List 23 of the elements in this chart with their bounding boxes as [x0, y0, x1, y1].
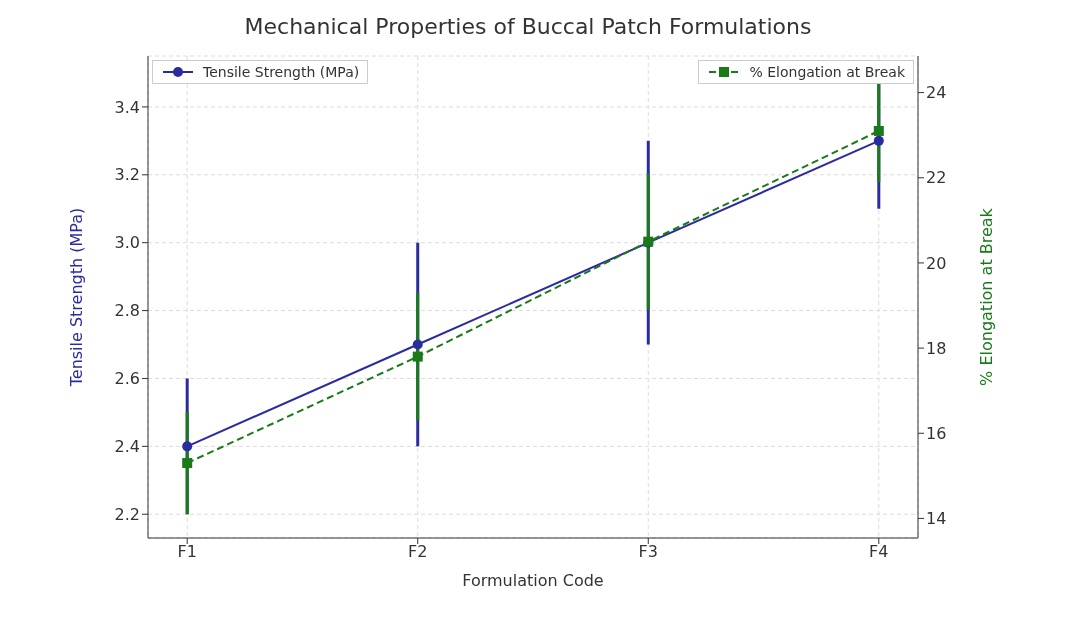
y-tick-label: 2.4 — [114, 437, 140, 457]
y2-tick-label: 22 — [926, 168, 947, 188]
y2-axis-title: % Elongation at Break — [976, 207, 996, 386]
y2-tick-label: 24 — [926, 83, 947, 103]
legend-label: % Elongation at Break — [749, 64, 905, 80]
y-tick-label: 2.2 — [114, 504, 140, 524]
y2-tick-label: 18 — [926, 338, 947, 358]
y2-tick-label: 16 — [926, 423, 947, 443]
x-tick-label: F3 — [638, 542, 658, 562]
y-tick-label: 3.0 — [114, 233, 140, 253]
y-tick-label: 2.6 — [114, 369, 140, 389]
x-tick-label: F4 — [869, 542, 889, 562]
legend-label: Tensile Strength (MPa) — [203, 64, 360, 80]
y-tick-label: 3.4 — [114, 97, 140, 117]
x-axis-title: Formulation Code — [462, 571, 604, 590]
y-axis-title: Tensile Strength (MPa) — [66, 207, 86, 388]
y-tick-label: 2.8 — [114, 301, 140, 321]
x-tick-label: F1 — [177, 542, 197, 562]
y2-tick-label: 14 — [926, 509, 947, 529]
y-tick-label: 3.2 — [114, 165, 140, 185]
y2-tick-label: 20 — [926, 253, 947, 273]
chart-title: Mechanical Properties of Buccal Patch Formulations — [243, 14, 813, 39]
x-tick-label: F2 — [408, 542, 428, 562]
